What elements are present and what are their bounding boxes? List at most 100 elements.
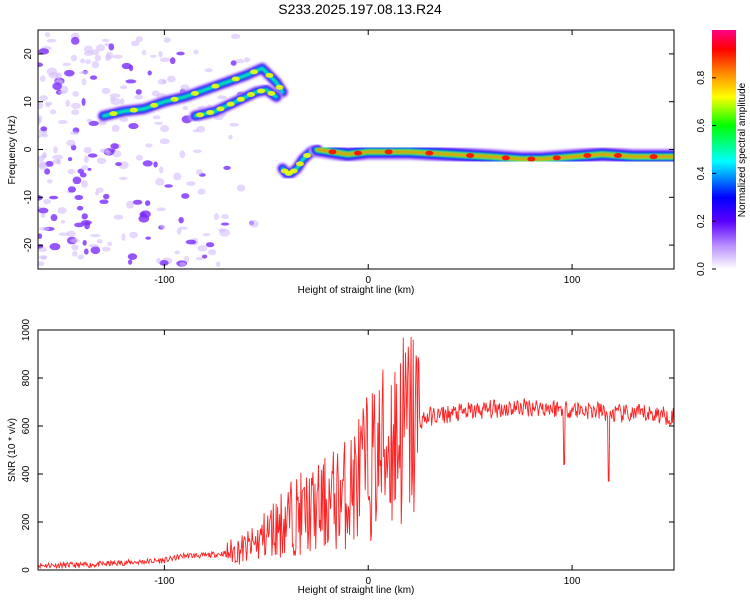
noise-speckle xyxy=(43,198,51,205)
noise-speckle xyxy=(49,243,61,251)
noise-speckle xyxy=(145,236,151,240)
main-ridge-blob xyxy=(328,149,337,155)
noise-speckle xyxy=(71,102,81,109)
y-tick-label: 0 xyxy=(21,567,32,573)
main-ridge-blob xyxy=(613,152,622,158)
colorbar-gradient xyxy=(712,30,736,269)
noise-speckle xyxy=(201,254,208,259)
noise-speckle xyxy=(125,200,135,209)
noise-speckle xyxy=(196,169,203,175)
upper-branch-ridge-blob xyxy=(150,102,159,108)
noise-speckle xyxy=(42,151,47,159)
noise-speckle xyxy=(192,129,200,133)
noise-speckle xyxy=(40,126,48,132)
noise-speckle xyxy=(74,222,85,228)
noise-speckle xyxy=(107,241,112,247)
noise-speckle xyxy=(179,262,187,267)
y-tick-label: 20 xyxy=(23,48,34,60)
y-tick-label: 600 xyxy=(21,417,32,434)
noise-speckle xyxy=(38,255,48,260)
noise-speckle xyxy=(235,58,245,64)
main-ridge-blob xyxy=(425,150,434,156)
noise-speckle xyxy=(236,184,246,192)
noise-speckle xyxy=(169,57,176,65)
transition-blob xyxy=(295,161,304,167)
noise-speckles xyxy=(38,32,259,267)
figure-title: S233.2025.197.08.13.R24 xyxy=(278,1,442,17)
noise-speckle xyxy=(228,134,233,140)
noise-speckle xyxy=(58,119,68,125)
noise-speckle xyxy=(38,207,49,214)
noise-speckle xyxy=(46,38,57,43)
noise-speckle xyxy=(105,150,111,156)
noise-speckle xyxy=(70,54,77,62)
lower-branch-ridge-blob xyxy=(196,112,205,118)
y-tick-label: -20 xyxy=(23,237,34,252)
snr-frame xyxy=(37,329,675,571)
noise-speckle xyxy=(167,75,176,83)
noise-speckle xyxy=(39,95,48,102)
main-ridge-blob xyxy=(354,150,363,156)
noise-speckle xyxy=(38,115,43,123)
noise-speckle xyxy=(101,38,110,42)
noise-speckle xyxy=(49,109,57,115)
noise-speckle xyxy=(45,160,54,167)
noise-speckle xyxy=(197,245,208,252)
noise-speckle xyxy=(208,249,217,256)
noise-speckle xyxy=(94,54,102,62)
noise-speckle xyxy=(159,138,170,145)
main-ridge-blob xyxy=(501,155,510,161)
noise-speckle xyxy=(38,102,44,110)
noise-speckle xyxy=(38,161,47,168)
noise-speckle xyxy=(67,168,76,175)
noise-speckle xyxy=(147,70,152,76)
noise-speckle xyxy=(83,155,89,164)
noise-speckle xyxy=(129,231,138,239)
noise-speckle xyxy=(44,32,51,38)
noise-speckle xyxy=(230,33,241,39)
lower-branch-ridge-blob xyxy=(257,88,266,94)
noise-speckle xyxy=(81,78,87,86)
noise-speckle xyxy=(127,253,138,260)
snr-ylabel: SNR (10 * v/v) xyxy=(7,418,18,482)
y-tick-label: 800 xyxy=(21,369,32,386)
noise-speckle xyxy=(221,214,229,220)
x-tick-label: 100 xyxy=(564,576,581,587)
noise-speckle xyxy=(88,120,99,126)
noise-speckle xyxy=(80,58,86,64)
noise-speckle xyxy=(160,124,169,133)
noise-speckle xyxy=(96,157,107,165)
noise-speckle xyxy=(103,193,110,200)
snr-xlabel: Height of straight line (km) xyxy=(298,585,415,596)
noise-speckle xyxy=(91,60,100,69)
x-tick-label: 100 xyxy=(564,275,581,286)
noise-speckle xyxy=(77,254,84,260)
noise-speckle xyxy=(181,193,190,199)
lower-branch-ridge-blob xyxy=(206,109,215,115)
y-tick-label: -10 xyxy=(23,190,34,205)
transition-blob xyxy=(303,152,312,158)
noise-speckle xyxy=(65,99,71,108)
noise-speckle xyxy=(141,49,147,56)
noise-speckle xyxy=(70,131,80,135)
noise-speckle xyxy=(156,207,166,212)
spectrogram-ylabel: Frequency (Hz) xyxy=(7,116,18,185)
main-ridge-blob xyxy=(552,155,561,161)
lower-branch-ridge-blob xyxy=(267,90,276,96)
noise-speckle xyxy=(64,69,75,77)
noise-speckle xyxy=(38,48,50,55)
main-ridge-blob xyxy=(527,156,536,162)
noise-speckle xyxy=(44,168,51,175)
lower-branch-ridge-blob xyxy=(226,101,235,107)
noise-speckle xyxy=(46,67,58,76)
noise-speckle xyxy=(154,121,164,125)
lower-branch-ridge xyxy=(189,83,283,122)
noise-speckle xyxy=(101,246,111,252)
noise-speckle xyxy=(108,43,115,51)
noise-speckle xyxy=(38,226,50,231)
transition-blob xyxy=(289,168,298,174)
noise-speckle xyxy=(179,226,188,230)
noise-speckle xyxy=(72,176,82,185)
noise-speckle xyxy=(118,176,128,180)
noise-speckle xyxy=(62,62,72,67)
